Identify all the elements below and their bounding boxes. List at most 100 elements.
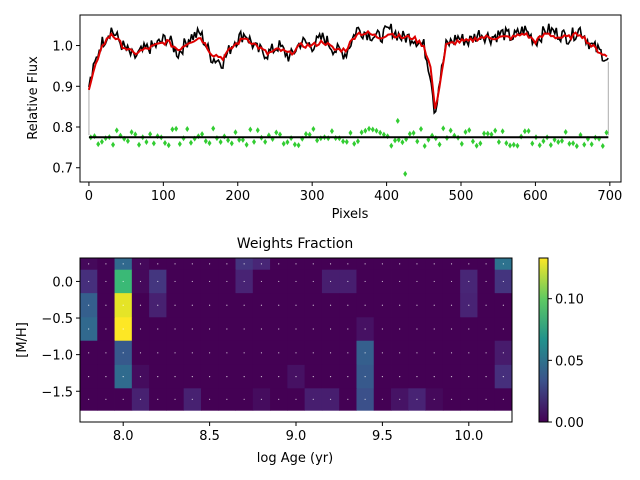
residual-marker — [188, 139, 193, 146]
grid-node-dot — [433, 263, 435, 265]
grid-node-dot — [122, 352, 124, 354]
grid-node-dot — [243, 280, 245, 283]
grid-node-dot — [157, 328, 159, 330]
grid-node-dot — [329, 398, 332, 400]
grid-node-dot — [329, 263, 332, 265]
grid-node-dot — [191, 398, 193, 400]
grid-node-dot — [226, 328, 228, 330]
residual-marker — [459, 140, 464, 147]
grid-node-dot — [226, 376, 228, 378]
weights-title: Weights Fraction — [237, 236, 353, 252]
residual-marker — [125, 138, 130, 145]
residual-marker — [563, 128, 568, 135]
residual-outlier-marker — [395, 117, 400, 124]
grid-node-dot — [139, 352, 142, 354]
residual-marker — [200, 131, 205, 138]
grid-node-dot — [278, 263, 280, 265]
grid-node-dot — [347, 280, 349, 283]
residual-marker — [311, 126, 316, 133]
residual-marker — [374, 127, 379, 134]
grid-node-dot — [88, 280, 90, 283]
residual-marker — [352, 140, 357, 147]
grid-node-dot — [209, 280, 211, 283]
residual-marker — [367, 125, 372, 132]
grid-node-dot — [468, 328, 470, 330]
grid-node-dot — [174, 280, 176, 283]
spectrum-axes-frame — [79, 14, 622, 183]
residual-marker — [137, 141, 142, 148]
residual-marker — [329, 128, 334, 135]
grid-node-dot — [364, 263, 366, 265]
grid-node-dot — [329, 304, 332, 306]
residual-marker — [337, 135, 342, 142]
colorbar-gradient — [538, 257, 549, 423]
grid-node-dot — [347, 376, 349, 378]
grid-node-dot — [209, 398, 211, 400]
residual-marker — [133, 131, 138, 138]
residual-marker — [281, 140, 286, 147]
residual-marker — [422, 143, 427, 150]
heatmap-x-tick-label: 8.0 — [113, 429, 134, 444]
grid-node-dot — [381, 352, 383, 354]
grid-node-dot — [468, 398, 470, 400]
heatmap-y-tick-label: −0.5 — [41, 312, 73, 327]
grid-node-dot — [312, 328, 314, 330]
residual-marker — [522, 128, 527, 135]
residual-marker — [144, 138, 149, 145]
residual-marker — [303, 130, 308, 137]
grid-node-dot — [278, 352, 280, 354]
grid-node-dot — [485, 263, 487, 265]
grid-node-dot — [88, 304, 90, 306]
grid-node-dot — [312, 398, 314, 400]
colorbar-tick-label: 0.00 — [555, 416, 584, 431]
grid-node-dot — [174, 263, 176, 265]
grid-node-dot — [347, 328, 349, 330]
grid-node-dot — [157, 304, 159, 306]
residual-marker — [244, 141, 249, 148]
grid-node-dot — [122, 263, 124, 265]
heatmap-y-label: [M/H] — [15, 322, 30, 358]
heatmap-x-tick-label: 10.0 — [454, 429, 483, 444]
grid-node-dot — [260, 398, 263, 400]
spectrum-x-ticks: 0 100 200 300 400 500 600 700 — [85, 182, 622, 204]
residual-marker — [248, 126, 253, 133]
grid-node-dot — [502, 376, 504, 378]
grid-node-dot — [485, 376, 487, 378]
grid-node-dot — [226, 280, 228, 283]
grid-node-dot — [174, 398, 176, 400]
residual-marker — [96, 141, 101, 148]
grid-node-dot — [260, 304, 263, 306]
grid-node-dot — [312, 304, 314, 306]
residual-marker — [418, 126, 423, 133]
grid-node-dot — [174, 304, 176, 306]
residual-marker — [170, 126, 175, 133]
grid-node-dot — [260, 328, 263, 330]
residual-marker — [559, 137, 564, 144]
grid-node-dot — [468, 280, 470, 283]
grid-node-dot — [347, 304, 349, 306]
grid-node-dot — [364, 352, 366, 354]
grid-node-dot — [209, 304, 211, 306]
residual-marker — [148, 131, 153, 138]
spectrum-x-tick-label: 100 — [151, 189, 176, 204]
grid-node-dot — [312, 352, 314, 354]
residual-marker — [441, 125, 446, 132]
grid-node-dot — [364, 304, 366, 306]
grid-node-dot — [191, 304, 193, 306]
grid-node-dot — [468, 376, 470, 378]
residual-marker — [389, 142, 394, 149]
grid-node-dot — [243, 304, 245, 306]
residual-marker — [552, 136, 557, 143]
grid-node-dot — [485, 328, 487, 330]
grid-node-dot — [260, 263, 263, 265]
grid-node-dot — [381, 376, 383, 378]
grid-node-dot — [381, 328, 383, 330]
grid-node-dot — [295, 352, 297, 354]
spectrum-y-ticks: 0.7 0.8 0.9 1.0 — [52, 40, 80, 177]
residual-marker — [185, 126, 190, 133]
grid-node-dot — [433, 376, 435, 378]
residual-marker — [407, 130, 412, 137]
grid-node-dot — [312, 376, 314, 378]
residual-marker — [496, 139, 501, 146]
grid-node-dot — [295, 376, 297, 378]
